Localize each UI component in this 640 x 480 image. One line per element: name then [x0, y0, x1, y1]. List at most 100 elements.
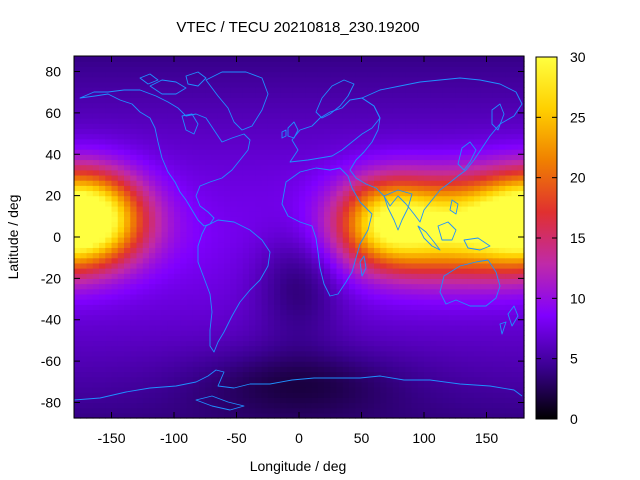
heatmap-cell	[74, 185, 81, 192]
heatmap-cell	[149, 112, 156, 119]
heatmap-cell	[261, 190, 269, 197]
heatmap-cell	[105, 299, 113, 305]
heatmap-cell	[274, 107, 281, 114]
heatmap-cell	[374, 231, 381, 238]
heatmap-cell	[255, 205, 263, 212]
heatmap-cell	[436, 392, 444, 398]
heatmap-cell	[430, 149, 438, 155]
heatmap-cell	[505, 237, 513, 243]
heatmap-cell	[380, 361, 388, 367]
heatmap-cell	[105, 195, 113, 202]
heatmap-cell	[449, 350, 456, 357]
heatmap-cell	[342, 402, 350, 409]
heatmap-cell	[361, 397, 369, 404]
heatmap-cell	[74, 366, 81, 373]
heatmap-cell	[474, 407, 481, 414]
heatmap-cell	[267, 71, 275, 78]
heatmap-cell	[299, 102, 306, 109]
heatmap-cell	[117, 226, 125, 233]
heatmap-cell	[430, 335, 438, 342]
heatmap-cell	[117, 180, 125, 186]
heatmap-cell	[155, 231, 163, 238]
heatmap-cell	[74, 386, 81, 393]
heatmap-cell	[86, 407, 94, 414]
heatmap-cell	[280, 164, 288, 171]
heatmap-cell	[355, 340, 363, 347]
heatmap-cell	[149, 412, 156, 419]
heatmap-cell	[230, 324, 238, 331]
heatmap-cell	[130, 185, 138, 192]
heatmap-cell	[461, 164, 469, 171]
heatmap-cell	[299, 76, 306, 83]
heatmap-cell	[280, 304, 288, 310]
heatmap-cell	[230, 257, 238, 264]
heatmap-cell	[86, 386, 94, 393]
heatmap-cell	[367, 335, 375, 342]
heatmap-cell	[511, 268, 519, 274]
heatmap-cell	[405, 262, 413, 269]
heatmap-cell	[174, 278, 181, 285]
heatmap-cell	[499, 402, 506, 409]
heatmap-cell	[349, 128, 356, 135]
heatmap-cell	[430, 324, 438, 331]
heatmap-cell	[261, 118, 269, 124]
heatmap-cell	[324, 200, 331, 207]
heatmap-cell	[505, 242, 513, 248]
heatmap-cell	[474, 376, 481, 383]
heatmap-cell	[242, 330, 250, 336]
heatmap-cell	[292, 268, 300, 274]
heatmap-cell	[111, 159, 119, 166]
heatmap-cell	[167, 376, 175, 383]
heatmap-cell	[430, 133, 438, 140]
heatmap-cell	[305, 340, 313, 347]
heatmap-cell	[261, 293, 269, 300]
heatmap-cell	[342, 257, 350, 264]
heatmap-cell	[292, 386, 300, 393]
heatmap-cell	[299, 190, 306, 197]
heatmap-cell	[117, 314, 125, 321]
heatmap-cell	[136, 299, 144, 305]
heatmap-cell	[511, 128, 519, 135]
heatmap-cell	[311, 319, 319, 326]
heatmap-cell	[199, 262, 206, 269]
heatmap-cell	[361, 376, 369, 383]
heatmap-cell	[274, 102, 281, 109]
heatmap-cell	[161, 107, 169, 114]
heatmap-cell	[142, 174, 150, 181]
heatmap-cell	[492, 138, 500, 145]
heatmap-cell	[424, 164, 431, 171]
heatmap-cell	[74, 180, 81, 186]
heatmap-cell	[255, 185, 263, 192]
heatmap-cell	[336, 345, 344, 352]
heatmap-cell	[267, 169, 275, 176]
heatmap-cell	[299, 185, 306, 192]
heatmap-cell	[274, 180, 281, 186]
heatmap-cell	[311, 386, 319, 393]
heatmap-cell	[436, 211, 444, 217]
heatmap-cell	[180, 402, 188, 409]
heatmap-cell	[505, 268, 513, 274]
heatmap-cell	[211, 371, 219, 378]
heatmap-cell	[280, 97, 288, 104]
heatmap-cell	[280, 226, 288, 233]
heatmap-cell	[155, 237, 163, 243]
heatmap-cell	[255, 268, 263, 274]
heatmap-cell	[461, 299, 469, 305]
heatmap-cell	[142, 159, 150, 166]
heatmap-cell	[124, 392, 131, 398]
heatmap-cell	[386, 278, 394, 285]
heatmap-cell	[505, 81, 513, 88]
heatmap-cell	[236, 66, 244, 73]
heatmap-cell	[486, 118, 494, 124]
heatmap-cell	[142, 76, 150, 83]
heatmap-cell	[486, 273, 494, 279]
heatmap-cell	[374, 133, 381, 140]
heatmap-cell	[324, 412, 331, 419]
heatmap-cell	[486, 309, 494, 316]
heatmap-cell	[174, 61, 181, 67]
heatmap-cell	[174, 257, 181, 264]
heatmap-cell	[317, 87, 325, 93]
heatmap-cell	[186, 340, 194, 347]
heatmap-cell	[86, 112, 94, 119]
heatmap-cell	[286, 304, 294, 310]
